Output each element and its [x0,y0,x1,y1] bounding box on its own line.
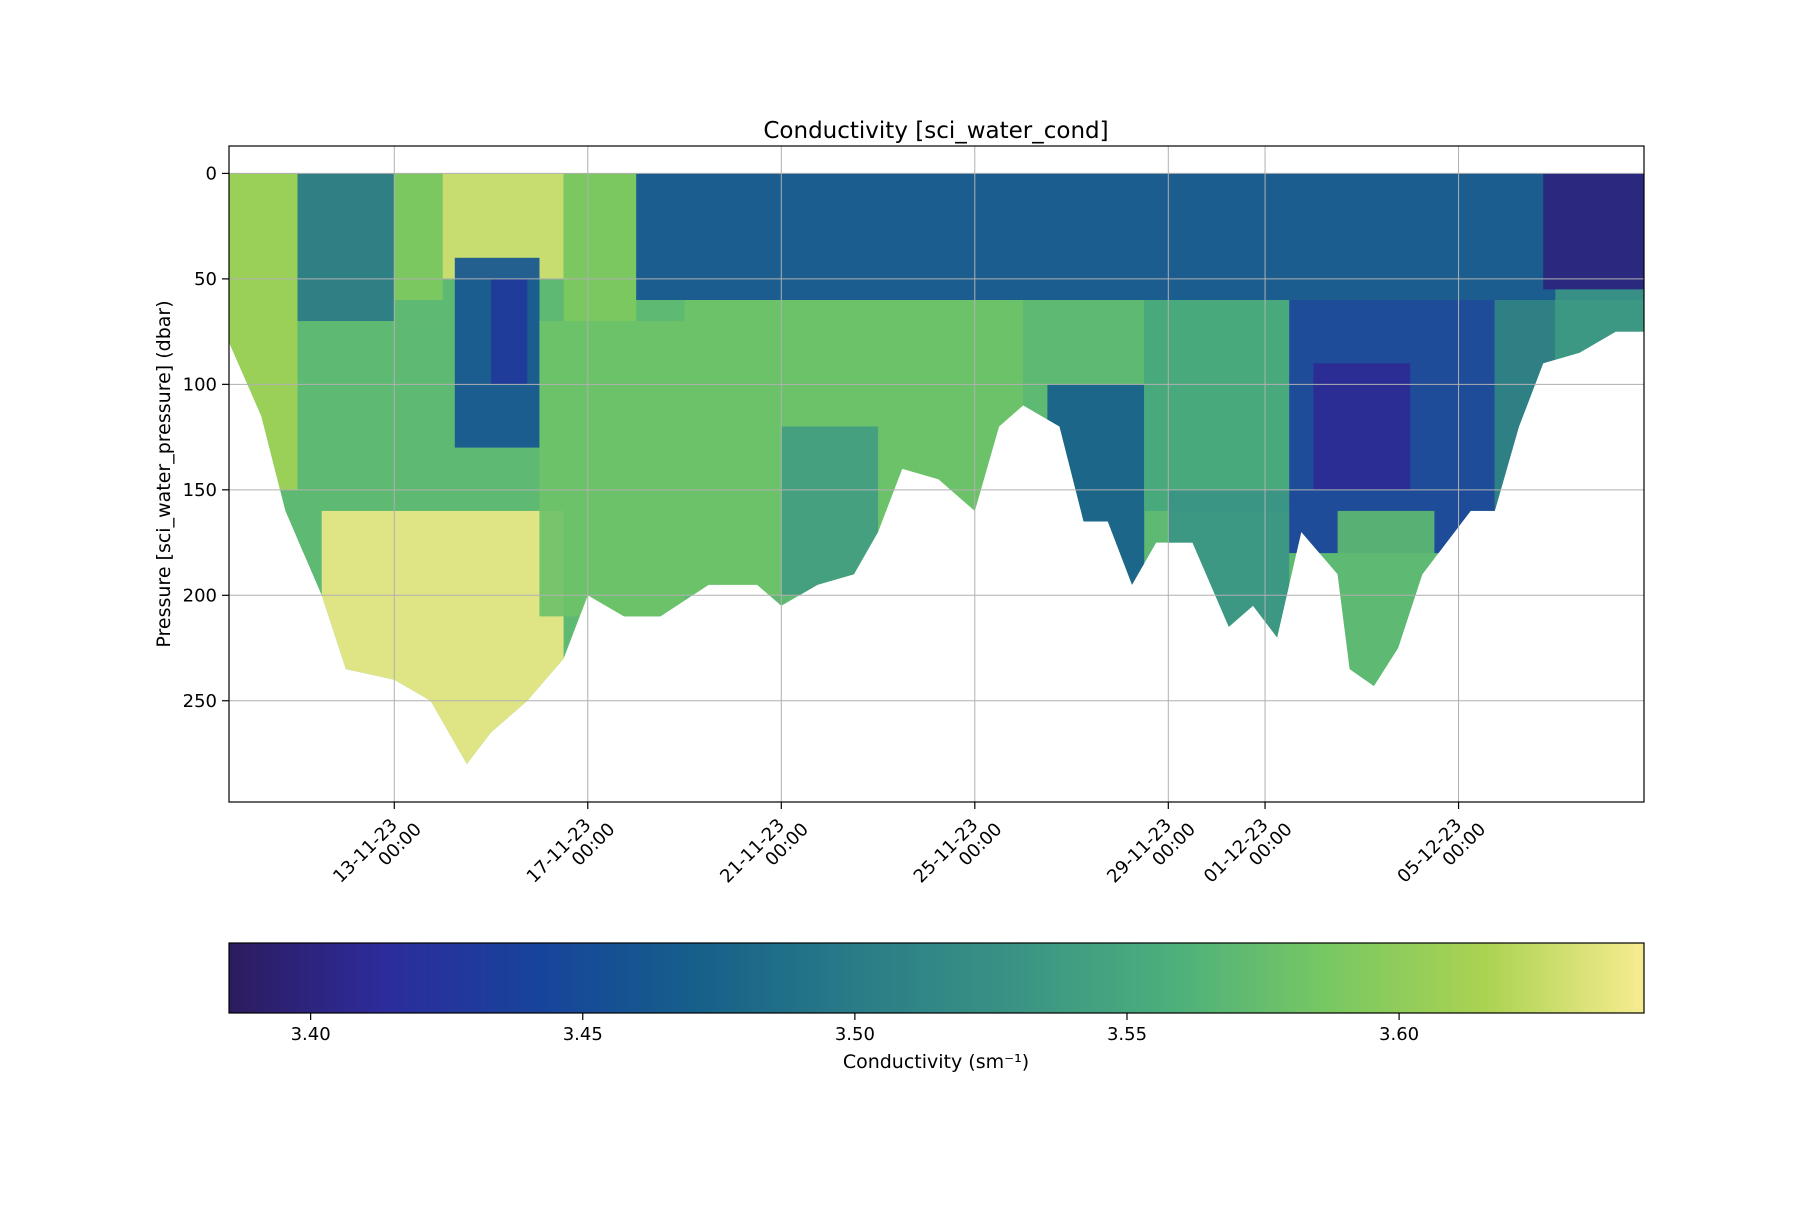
conductivity-region [781,426,879,596]
x-tick-label: 29-11-2300:00 [1103,805,1200,902]
conductivity-region [1168,489,1290,648]
colorbar [228,942,1645,1014]
y-axis-title: Pressure [sci_water_pressure] (dbar) [153,300,175,647]
conductivity-region [321,510,564,764]
conductivity-region [563,173,637,322]
y-tick-label: 250 [183,691,217,712]
x-tick-label: 05-12-2300:00 [1393,805,1490,902]
conductivity-region [539,321,685,617]
x-tick-label: 21-11-2300:00 [716,805,813,902]
y-tick-label: 200 [183,585,217,606]
chart-title: Conductivity [sci_water_cond] [763,118,1108,144]
conductivity-region [297,173,395,322]
conductivity-region [229,173,298,490]
y-tick-label: 100 [183,374,217,395]
grid-lines [229,146,1644,802]
y-axis: 0 50 100 150 200 250 [183,163,229,712]
conductivity-region [1337,510,1435,691]
y-tick-label: 0 [206,163,217,184]
x-tick-label: 25-11-2300:00 [910,805,1007,902]
colorbar-tick-label: 3.60 [1379,1024,1419,1045]
conductivity-regions [229,173,1644,764]
conductivity-region [1313,363,1411,490]
plot-frame [228,145,1645,803]
conductivity-region [1543,173,1644,290]
conductivity-region [1555,289,1644,364]
conductivity-region [636,173,1644,300]
conductivity-region [491,278,528,385]
colorbar-tick-label: 3.55 [1107,1024,1147,1045]
conductivity-region [1494,300,1556,522]
colorbar-tick-label: 3.45 [563,1024,603,1045]
x-tick-label: 01-12-2300:00 [1200,805,1297,902]
data-field [229,173,1644,765]
colorbar-tick-label: 3.50 [835,1024,875,1045]
x-tick-label: 17-11-2300:00 [523,805,620,902]
x-axis: 13-11-2300:00 17-11-2300:00 21-11-2300:00 2… [329,802,1490,902]
conductivity-region [394,173,443,300]
conductivity-region [1144,300,1290,511]
y-tick-label: 150 [183,480,217,501]
y-tick-label: 50 [194,269,217,290]
colorbar-ticks: 3.40 3.45 3.50 3.55 3.60 [291,1013,1419,1045]
x-tick-label: 13-11-2300:00 [329,805,426,902]
colorbar-tick-label: 3.40 [291,1024,331,1045]
colorbar-label: Conductivity (sm⁻¹) [843,1051,1029,1073]
